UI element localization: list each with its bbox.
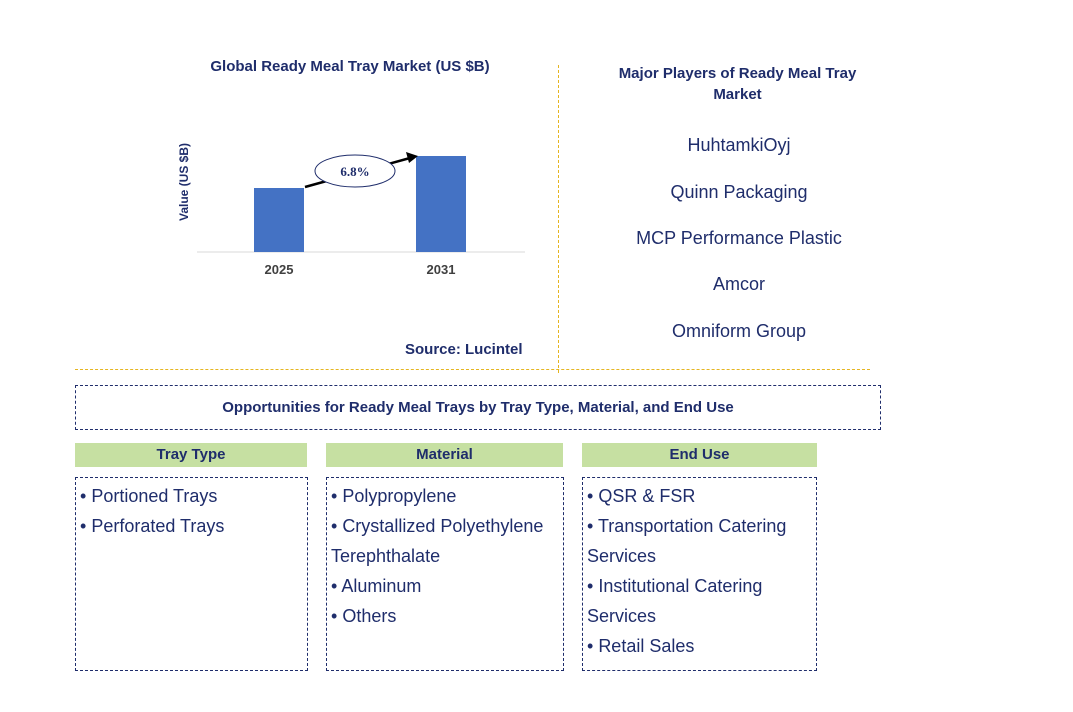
segment-item: • Portioned Trays	[80, 486, 218, 506]
segment-header-material: Material	[326, 443, 563, 467]
segment-item: • Institutional Catering Services	[587, 576, 763, 626]
player-item: Amcor	[712, 274, 765, 294]
segment-item: • Perforated Trays	[80, 516, 225, 536]
growth-annotation-ellipse	[314, 154, 396, 188]
opportunities-title-box	[75, 385, 881, 430]
segment-list-end-use: • QSR & FSR • Transportation Catering Se…	[582, 477, 817, 671]
x-tick-label: 2025	[265, 262, 294, 277]
segment-item: • Others	[331, 606, 397, 626]
segment-item: • Transportation Catering Services	[587, 516, 787, 566]
bar-2025	[254, 188, 304, 252]
chart-title: Global Ready Meal Tray Market (US $B)	[210, 58, 490, 75]
player-item: Omniform Group	[671, 321, 807, 341]
segment-list-material: • Polypropylene • Crystallized Polyethyl…	[326, 477, 564, 671]
source-label: Source: Lucintel	[405, 341, 523, 358]
segment-item: • Polypropylene	[331, 486, 457, 506]
x-tick-label: 2031	[427, 262, 456, 277]
player-item: HuhtamkiOyj	[687, 135, 791, 155]
y-axis-label: Value (US $B)	[177, 143, 191, 221]
segment-list-tray-type: • Portioned Trays • Perforated Trays	[75, 477, 308, 671]
segment-item: • Retail Sales	[587, 636, 695, 656]
player-item: Quinn Packaging	[670, 182, 808, 202]
segment-header-end-use: End Use	[582, 443, 817, 467]
segment-item: • Aluminum	[331, 576, 422, 596]
segment-item: • Crystallized Polyethylene Terephthalat…	[331, 516, 544, 566]
segment-header-tray-type: Tray Type	[75, 443, 307, 467]
players-title: Major Players of Ready Meal Tray Market	[618, 65, 857, 103]
growth-annotation-label: 6.8%	[340, 164, 369, 179]
bar-chart: Value (US $B) 2025 2031 6.8%	[177, 143, 525, 277]
player-item: MCP Performance Plastic	[636, 228, 842, 248]
opportunities-title: Opportunities for Ready Meal Trays by Tr…	[222, 399, 734, 416]
bar-2031	[416, 156, 466, 252]
horizontal-divider	[75, 369, 870, 370]
vertical-divider	[558, 65, 559, 373]
growth-arrow-head	[406, 152, 418, 163]
segment-item: • QSR & FSR	[587, 486, 696, 506]
